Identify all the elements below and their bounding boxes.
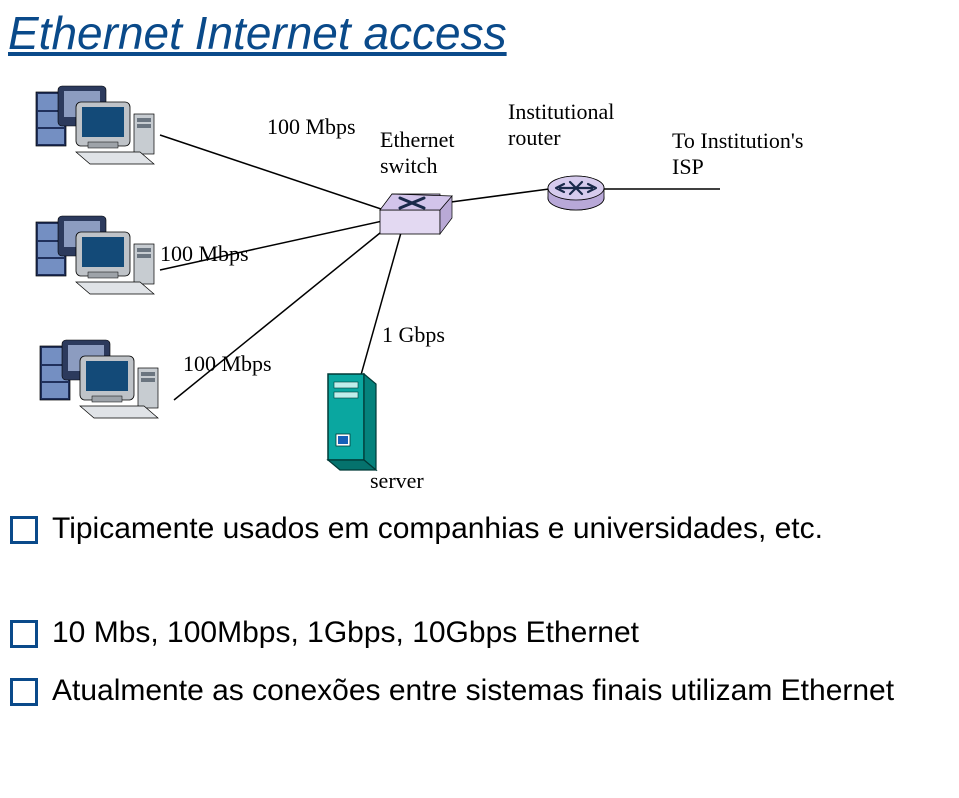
label-server: server bbox=[370, 468, 424, 494]
label-ethernet-switch: Ethernet switch bbox=[380, 127, 455, 179]
workstation-icon bbox=[36, 86, 154, 164]
bullet-item: 10 Mbs, 100Mbps, 1Gbps, 10Gbps Ethernet bbox=[10, 614, 910, 652]
bullet-item: Atualmente as conexões entre sistemas fi… bbox=[10, 672, 910, 710]
label-100mbps-top: 100 Mbps bbox=[267, 114, 356, 140]
label-100mbps-mid: 100 Mbps bbox=[160, 241, 249, 267]
bullet-text: Atualmente as conexões entre sistemas fi… bbox=[52, 672, 894, 710]
bullet-marker bbox=[10, 678, 38, 706]
label-to-isp: To Institution's ISP bbox=[672, 128, 803, 180]
label-100mbps-bot: 100 Mbps bbox=[183, 351, 272, 377]
server-icon bbox=[328, 374, 376, 470]
bullet-text: Tipicamente usados em companhias e unive… bbox=[52, 510, 823, 548]
ethernet-switch-icon bbox=[380, 194, 452, 234]
label-1gbps: 1 Gbps bbox=[382, 322, 445, 348]
bullet-item: Tipicamente usados em companhias e unive… bbox=[10, 510, 910, 548]
workstation-icon bbox=[36, 216, 154, 294]
network-diagram bbox=[0, 0, 959, 500]
label-institutional-router: Institutional router bbox=[508, 99, 614, 151]
bullet-marker bbox=[10, 620, 38, 648]
bullet-marker bbox=[10, 516, 38, 544]
workstation-icon bbox=[40, 340, 158, 418]
router-icon bbox=[548, 176, 604, 210]
bullet-text: 10 Mbs, 100Mbps, 1Gbps, 10Gbps Ethernet bbox=[52, 614, 639, 652]
